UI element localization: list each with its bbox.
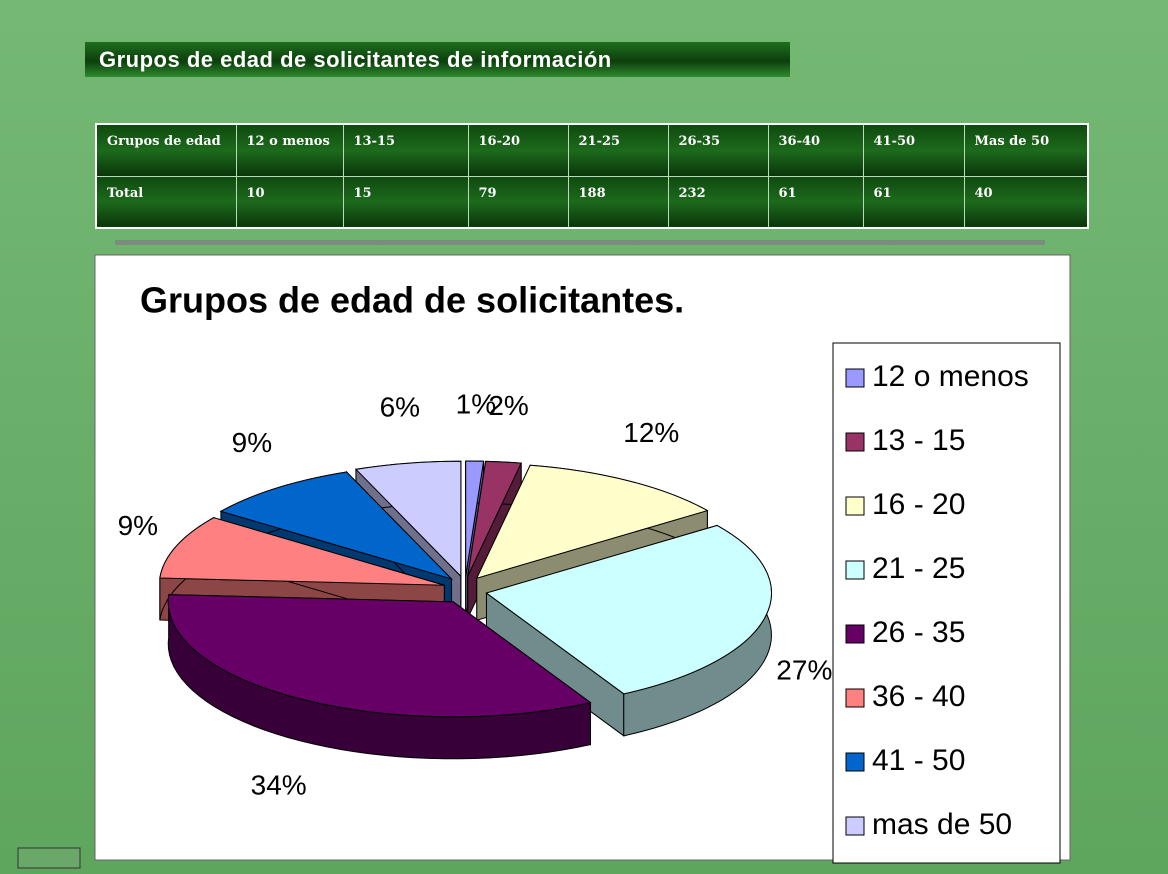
data-label: 9%: [118, 510, 158, 541]
data-label: 34%: [251, 770, 307, 801]
table-cell: 41-50: [862, 123, 965, 177]
table-row: Total 10 15 79 188 232 61 61 40: [95, 175, 1089, 229]
table-cell: Mas de 50: [963, 123, 1089, 177]
table-cell: 15: [342, 175, 469, 229]
legend-swatch: [845, 816, 865, 836]
pie-slice: [465, 460, 485, 577]
legend-swatch: [845, 560, 865, 580]
table-cell: 26-35: [667, 123, 769, 177]
table-cell: 61: [767, 175, 864, 229]
data-label: 1%: [456, 388, 496, 419]
legend-label: 12 o menos: [872, 360, 1029, 393]
legend-swatch: [845, 432, 865, 452]
legend-label: 36 - 40: [872, 680, 965, 713]
legend-swatch: [845, 368, 865, 388]
pie-slice: [354, 460, 462, 578]
divider: [115, 240, 1045, 245]
data-label: 12%: [623, 417, 679, 448]
legend-label: 41 - 50: [872, 744, 965, 777]
pie-slice: [167, 594, 592, 718]
legend-label: mas de 50: [872, 808, 1012, 841]
slide-title: Grupos de edad de solicitantes de inform…: [85, 42, 790, 77]
legend-swatch: [845, 496, 865, 516]
data-label: 9%: [232, 427, 272, 458]
table-cell: 188: [567, 175, 669, 229]
table-cell: 79: [467, 175, 569, 229]
table-cell: 40: [963, 175, 1089, 229]
table-cell: 13-15: [342, 123, 469, 177]
data-table: Grupos de edad 12 o menos 13-15 16-20 21-25 2…: [95, 123, 1089, 229]
chart-title: Grupos de edad de solicitantes.: [140, 280, 684, 321]
legend-swatch: [845, 752, 865, 772]
legend-swatch: [845, 688, 865, 708]
data-label: 6%: [380, 392, 420, 423]
table-cell: Total: [95, 175, 237, 229]
nav-icon: [17, 847, 81, 869]
pie-slice: [475, 464, 709, 579]
legend-box: [832, 342, 1061, 864]
table-row: Grupos de edad 12 o menos 13-15 16-20 21-25 2…: [95, 123, 1089, 177]
table-cell: 232: [667, 175, 769, 229]
legend-label: 21 - 25: [872, 552, 965, 585]
legend-label: 16 - 20: [872, 488, 965, 521]
legend-label: 26 - 35: [872, 616, 965, 649]
table-cell: 12 o menos: [235, 123, 344, 177]
data-label: 2%: [488, 390, 528, 421]
pie: [159, 460, 772, 760]
table-cell: 10: [235, 175, 344, 229]
pie-slice: [219, 471, 454, 580]
pie-slice: [467, 460, 522, 577]
data-label: 27%: [776, 655, 832, 686]
legend-label: 13 - 15: [872, 424, 965, 457]
legend-swatch: [845, 624, 865, 644]
pie-slice: [159, 517, 445, 586]
table-cell: 36-40: [767, 123, 864, 177]
pie-slice: [485, 524, 772, 695]
table-cell: 61: [862, 175, 965, 229]
